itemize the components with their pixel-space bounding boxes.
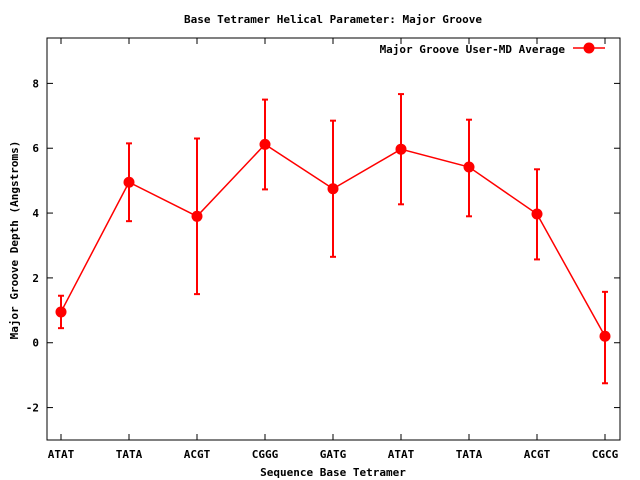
- x-tick-label: ACGT: [184, 448, 211, 461]
- data-point: [123, 176, 135, 188]
- y-tick-label: 2: [32, 272, 39, 285]
- data-point: [531, 208, 543, 220]
- chart-title: Base Tetramer Helical Parameter: Major G…: [184, 13, 482, 26]
- x-tick-label: GATG: [320, 448, 347, 461]
- data-point: [395, 143, 407, 155]
- data-point: [259, 138, 271, 150]
- x-tick-label: TATA: [116, 448, 143, 461]
- y-axis-label: Major Groove Depth (Angstroms): [8, 141, 21, 340]
- data-point: [463, 161, 475, 173]
- y-tick-label: 4: [32, 207, 39, 220]
- y-tick-label: 0: [32, 337, 39, 350]
- data-point: [191, 210, 203, 222]
- data-point: [327, 183, 339, 195]
- x-tick-label: ATAT: [48, 448, 75, 461]
- y-tick-label: -2: [26, 402, 39, 415]
- x-tick-label: TATA: [456, 448, 483, 461]
- x-tick-label: CGGG: [252, 448, 279, 461]
- x-tick-label: ATAT: [388, 448, 415, 461]
- data-point: [599, 330, 611, 342]
- x-tick-label: CGCG: [592, 448, 619, 461]
- data-point: [55, 306, 67, 318]
- legend: Major Groove User-MD Average: [380, 42, 605, 56]
- y-tick-label: 6: [32, 142, 39, 155]
- legend-label: Major Groove User-MD Average: [380, 43, 566, 56]
- y-tick-label: 8: [32, 77, 39, 90]
- plot-area: -2 0 2 4 6 8 ATAT TATA ACGT CGGG GATG ATAT TATA ACGT C…: [26, 37, 621, 461]
- x-tick-label: ACGT: [524, 448, 551, 461]
- x-axis-label: Sequence Base Tetramer: [260, 466, 406, 479]
- legend-marker: [583, 42, 595, 54]
